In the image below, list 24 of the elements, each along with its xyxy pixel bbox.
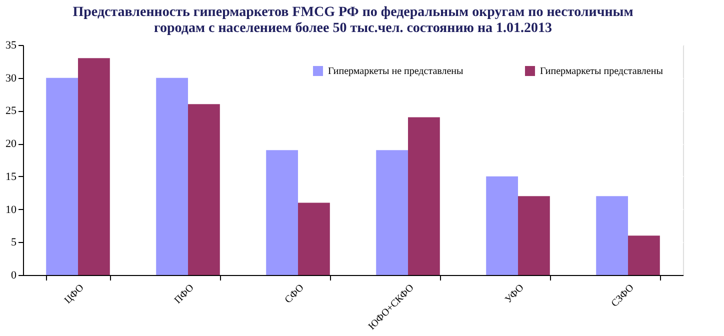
bar <box>596 196 628 275</box>
bar <box>156 78 188 275</box>
y-tick-label: 0 <box>11 270 17 282</box>
bar <box>46 78 78 275</box>
y-tick-label: 10 <box>6 204 17 216</box>
bar <box>628 236 660 275</box>
y-tick-label: 35 <box>6 40 17 52</box>
bar <box>376 150 408 275</box>
bar <box>78 58 110 275</box>
y-tick-label: 15 <box>6 170 17 183</box>
bar <box>298 202 330 275</box>
y-tick-label: 30 <box>6 72 17 84</box>
legend-label: Гипермаркеты не представлены <box>328 66 464 77</box>
bar <box>266 150 298 275</box>
text: Представленность гипермаркетов FMCG РФ по федеральным округам по нестоличным <box>72 5 634 20</box>
y-tick-label: 20 <box>6 138 17 150</box>
y-tick-label: 5 <box>11 236 17 249</box>
bar <box>518 196 550 275</box>
legend-label: Гипермаркеты представлены <box>540 66 664 77</box>
y-tick-label: 25 <box>6 105 17 118</box>
bar <box>408 117 440 275</box>
bar <box>188 104 220 275</box>
bar <box>486 176 518 275</box>
text: городам с населением более 50 тыс.чел. состоянию на 1.01.2013 <box>154 21 552 36</box>
